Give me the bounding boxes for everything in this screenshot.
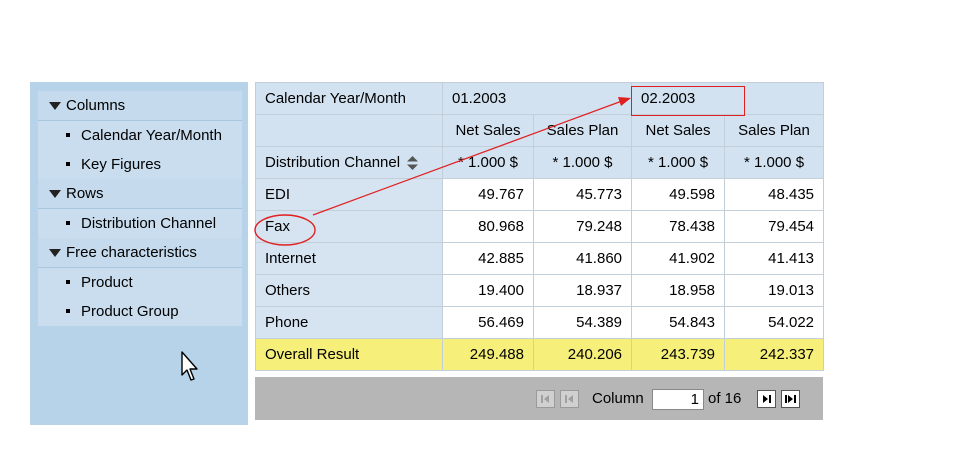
value-cell: 54.022 bbox=[724, 306, 825, 339]
total-cell: 243.739 bbox=[631, 338, 726, 371]
table-row: Others 19.400 18.937 18.958 19.013 bbox=[255, 274, 825, 307]
table-row: Phone 56.469 54.389 54.843 54.022 bbox=[255, 306, 825, 339]
section-columns[interactable]: Columns bbox=[38, 91, 242, 121]
total-cell: 240.206 bbox=[532, 338, 633, 371]
empty-header-cell bbox=[255, 114, 443, 147]
value-cell: 79.248 bbox=[532, 210, 633, 243]
header-row-units: Distribution Channel * 1.000 $ * 1.000 $… bbox=[255, 146, 825, 179]
nav-item-label: Distribution Channel bbox=[81, 215, 217, 232]
nav-item-product[interactable]: Product bbox=[38, 268, 242, 297]
value-cell: 41.860 bbox=[532, 242, 633, 275]
key-figure-header[interactable]: Sales Plan bbox=[532, 114, 633, 147]
unit-header: * 1.000 $ bbox=[442, 146, 534, 179]
previous-page-icon bbox=[565, 395, 573, 403]
section-free-characteristics[interactable]: Free characteristics bbox=[38, 238, 242, 268]
collapse-triangle-icon[interactable] bbox=[49, 102, 61, 110]
total-row: Overall Result 249.488 240.206 243.739 2… bbox=[255, 338, 825, 371]
last-page-icon bbox=[785, 395, 796, 403]
value-cell: 49.598 bbox=[631, 178, 726, 211]
section-rows[interactable]: Rows bbox=[38, 179, 242, 209]
last-page-button[interactable] bbox=[781, 390, 800, 408]
value-cell: 41.413 bbox=[724, 242, 825, 275]
nav-item-label: Product Group bbox=[81, 303, 179, 320]
mouse-cursor-icon bbox=[181, 351, 198, 381]
row-label[interactable]: Internet bbox=[255, 242, 443, 275]
period-header[interactable]: 01.2003 bbox=[441, 82, 633, 115]
next-page-icon bbox=[763, 395, 771, 403]
column-pager: Column of 16 bbox=[255, 377, 823, 420]
dimension-label: Distribution Channel bbox=[265, 154, 401, 171]
value-cell: 41.902 bbox=[631, 242, 726, 275]
bullet-icon bbox=[66, 309, 70, 313]
unit-header: * 1.000 $ bbox=[631, 146, 726, 179]
section-label: Columns bbox=[66, 97, 126, 114]
nav-item-label: Calendar Year/Month bbox=[81, 127, 222, 144]
unit-header: * 1.000 $ bbox=[532, 146, 633, 179]
nav-item-label: Key Figures bbox=[81, 156, 162, 173]
value-cell: 18.937 bbox=[532, 274, 633, 307]
section-label: Rows bbox=[66, 185, 104, 202]
sort-icon[interactable] bbox=[407, 156, 419, 171]
page-number-input[interactable] bbox=[652, 389, 704, 410]
value-cell: 45.773 bbox=[532, 178, 633, 211]
value-cell: 54.389 bbox=[532, 306, 633, 339]
bullet-icon bbox=[66, 280, 70, 284]
total-cell: 249.488 bbox=[442, 338, 534, 371]
key-figure-header[interactable]: Net Sales bbox=[442, 114, 534, 147]
row-label[interactable]: Phone bbox=[255, 306, 443, 339]
first-page-icon bbox=[541, 395, 549, 403]
row-header-label: Calendar Year/Month bbox=[255, 82, 443, 115]
table-row: Fax 80.968 79.248 78.438 79.454 bbox=[255, 210, 825, 243]
navigation-panel: Columns Calendar Year/Month Key Figures … bbox=[30, 82, 248, 425]
next-page-button[interactable] bbox=[757, 390, 776, 408]
total-cell: 242.337 bbox=[724, 338, 825, 371]
value-cell: 80.968 bbox=[442, 210, 534, 243]
table-row: Internet 42.885 41.860 41.902 41.413 bbox=[255, 242, 825, 275]
bullet-icon bbox=[66, 221, 70, 225]
first-page-button[interactable] bbox=[536, 390, 555, 408]
dimension-header[interactable]: Distribution Channel bbox=[255, 146, 443, 179]
bullet-icon bbox=[66, 162, 70, 166]
value-cell: 42.885 bbox=[442, 242, 534, 275]
nav-item-distribution-channel[interactable]: Distribution Channel bbox=[38, 209, 242, 238]
collapse-triangle-icon[interactable] bbox=[49, 249, 61, 257]
value-cell: 56.469 bbox=[442, 306, 534, 339]
annotation-box bbox=[631, 86, 745, 116]
nav-item-key-figures[interactable]: Key Figures bbox=[38, 150, 242, 179]
row-label[interactable]: Others bbox=[255, 274, 443, 307]
value-cell: 48.435 bbox=[724, 178, 825, 211]
key-figure-header[interactable]: Net Sales bbox=[631, 114, 726, 147]
bullet-icon bbox=[66, 133, 70, 137]
value-cell: 54.843 bbox=[631, 306, 726, 339]
value-cell: 19.400 bbox=[442, 274, 534, 307]
pager-total: of 16 bbox=[708, 390, 742, 407]
value-cell: 79.454 bbox=[724, 210, 825, 243]
pager-label: Column bbox=[592, 390, 644, 407]
value-cell: 18.958 bbox=[631, 274, 726, 307]
header-row-key-figures: Net Sales Sales Plan Net Sales Sales Pla… bbox=[255, 114, 825, 147]
section-label: Free characteristics bbox=[66, 244, 197, 261]
key-figure-header[interactable]: Sales Plan bbox=[724, 114, 825, 147]
table-row: EDI 49.767 45.773 49.598 48.435 bbox=[255, 178, 825, 211]
nav-item-calendar-year-month[interactable]: Calendar Year/Month bbox=[38, 121, 242, 150]
unit-header: * 1.000 $ bbox=[724, 146, 825, 179]
value-cell: 19.013 bbox=[724, 274, 825, 307]
nav-item-label: Product bbox=[81, 274, 133, 291]
row-label[interactable]: EDI bbox=[255, 178, 443, 211]
previous-page-button[interactable] bbox=[560, 390, 579, 408]
report-table: Calendar Year/Month 01.2003 02.2003 Net … bbox=[255, 82, 825, 371]
value-cell: 49.767 bbox=[442, 178, 534, 211]
total-label[interactable]: Overall Result bbox=[255, 338, 443, 371]
value-cell: 78.438 bbox=[631, 210, 726, 243]
nav-item-product-group[interactable]: Product Group bbox=[38, 297, 242, 326]
collapse-triangle-icon[interactable] bbox=[49, 190, 61, 198]
row-label[interactable]: Fax bbox=[255, 210, 443, 243]
